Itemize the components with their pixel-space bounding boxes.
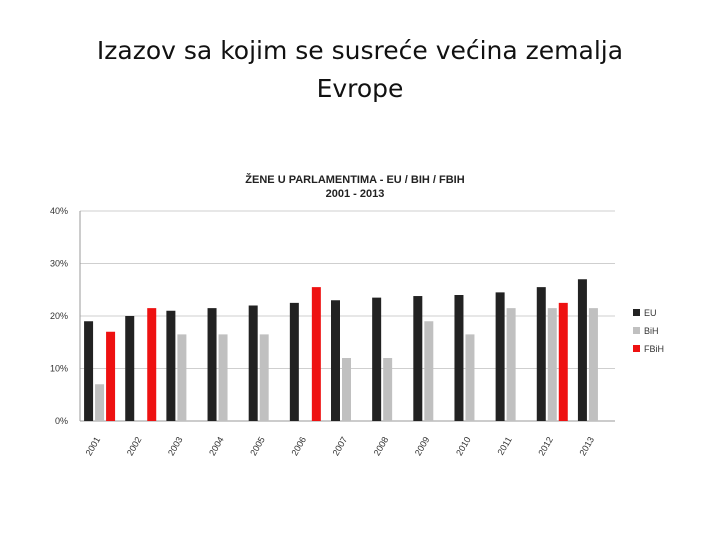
x-tick-label: 2011 [496,435,514,457]
bar-bih-2004 [218,334,228,421]
x-tick-label: 2001 [84,435,103,457]
bar-eu-2007 [331,300,340,421]
legend-swatch-bih [633,327,640,334]
x-tick-label: 2010 [454,435,473,457]
bar-bih-2013 [588,308,598,421]
bar-bih-2010 [465,334,475,421]
y-tick-label: 40% [50,206,68,216]
legend-swatch-eu [633,309,640,316]
y-tick-label: 30% [50,259,68,269]
legend-label-eu: EU [644,308,657,318]
x-tick-label: 2008 [372,435,391,457]
bar-bih-2005 [259,334,269,421]
x-tick-label: 2012 [536,435,555,457]
slide-title-line-2: Evrope [316,74,404,103]
x-tick-label: 2002 [125,435,144,457]
x-tick-label: 2006 [289,435,308,457]
bar-bih-2001 [95,384,105,421]
y-tick-label: 10% [50,364,68,374]
bar-eu-2005 [248,305,258,421]
y-tick-label: 0% [55,416,68,426]
y-tick-label: 20% [50,311,68,321]
slide-title: Izazov sa kojim se susreće većina zemalj… [0,32,720,108]
bar-eu-2010 [454,295,464,421]
bar-eu-2012 [536,287,546,421]
bar-bih-2009 [424,321,434,421]
legend-label-fbih: FBiH [644,344,664,354]
bar-eu-2002 [125,316,135,421]
bar-eu-2001 [84,321,94,421]
bar-fbih-2002 [147,308,157,421]
bar-fbih-2001 [106,331,116,421]
chart-title-line-2: 2001 - 2013 [326,188,385,200]
bar-eu-2003 [166,310,176,421]
bar-bih-2003 [177,334,187,421]
bar-bih-2012 [547,308,557,421]
bar-bih-2011 [506,308,516,421]
legend-swatch-fbih [633,345,640,352]
chart-title-line-1: ŽENE U PARLAMENTIMA - EU / BIH / FBIH [245,173,464,186]
bar-eu-2009 [413,296,423,421]
bar-eu-2004 [207,308,217,421]
bar-bih-2008 [383,358,393,421]
bar-fbih-2012 [558,302,568,421]
x-tick-label: 2005 [248,435,267,457]
bar-eu-2013 [577,279,587,421]
bar-eu-2008 [372,297,382,421]
bar-bih-2007 [342,358,351,421]
bar-eu-2006 [289,302,299,421]
x-tick-label: 2013 [577,435,596,457]
slide-title-line-1: Izazov sa kojim se susreće većina zemalj… [96,36,624,65]
bar-eu-2011 [495,292,505,421]
bar-fbih-2006 [311,287,321,421]
legend-label-bih: BiH [644,326,659,336]
x-tick-label: 2009 [413,435,432,457]
x-tick-label: 2003 [166,435,185,457]
x-tick-label: 2004 [207,435,226,457]
x-tick-label: 2007 [331,435,350,457]
